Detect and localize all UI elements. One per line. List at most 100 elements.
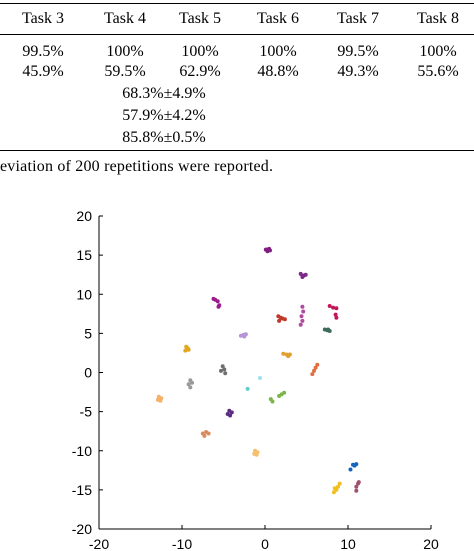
- scatter-point: [190, 380, 194, 385]
- scatter-point: [254, 452, 259, 457]
- y-tick-label: -15: [72, 482, 92, 498]
- table-caption: eviation of 200 repetitions were reporte…: [0, 158, 274, 175]
- scatter-point: [331, 305, 336, 310]
- scatter-point: [220, 364, 225, 369]
- header-task-7: Task 7: [337, 10, 379, 27]
- y-tick-label: -20: [72, 521, 92, 537]
- table-cell: 100%: [419, 43, 457, 60]
- scatter-point: [310, 372, 315, 377]
- y-tick-label: 0: [84, 365, 92, 381]
- y-tick-label: -10: [72, 443, 92, 459]
- table-cell: 99.5%: [337, 43, 379, 60]
- table-header-rule: [0, 34, 474, 35]
- scatter-point: [334, 306, 339, 311]
- y-tick-label: -5: [80, 404, 93, 420]
- scatter-point: [333, 312, 338, 317]
- scatter-point: [202, 433, 207, 438]
- table-cell: 59.5%: [104, 63, 146, 80]
- scatter-point: [298, 322, 303, 327]
- scatter-point: [229, 410, 234, 415]
- scatter-point: [354, 484, 359, 489]
- table-bottom-rule: [0, 150, 474, 151]
- table-cell: 45.9%: [22, 63, 64, 80]
- scatter-point: [215, 299, 220, 304]
- scatter-point: [216, 304, 221, 309]
- table-cell: 100%: [181, 43, 219, 60]
- scatter-point: [281, 351, 286, 356]
- scatter-point: [277, 318, 282, 323]
- scatter-point: [158, 398, 163, 403]
- scatter-point: [268, 248, 272, 253]
- header-task-4: Task 4: [104, 10, 146, 27]
- scatter-point: [348, 467, 353, 472]
- scatter-point: [183, 348, 188, 353]
- scatter-point: [188, 385, 193, 390]
- x-tick-label: -10: [172, 536, 192, 551]
- scatter-point: [219, 368, 223, 373]
- table-cell: 55.6%: [417, 63, 459, 80]
- plot-points: [155, 246, 361, 495]
- table-cell: 62.9%: [179, 63, 221, 80]
- scatter-point: [336, 484, 340, 489]
- scatter-point: [312, 368, 316, 373]
- plot-axes: -20 -15 -10 -5 0 5 10 15 20 -20 -10 0 10 20: [72, 208, 439, 551]
- table-cell: 100%: [259, 43, 297, 60]
- y-tick-label: 10: [76, 286, 92, 302]
- scatter-point: [222, 367, 227, 372]
- header-task-6: Task 6: [257, 10, 299, 27]
- table-top-rule: [0, 3, 474, 4]
- table-cell: 100%: [106, 43, 144, 60]
- table-cell: 68.3%±4.9%: [122, 85, 206, 102]
- table-cell: 99.5%: [22, 43, 64, 60]
- y-tick-label: 15: [76, 247, 92, 263]
- x-tick-label: 0: [261, 536, 269, 551]
- scatter-point: [326, 327, 331, 332]
- scatter-point: [298, 271, 303, 276]
- table-cell: 48.8%: [257, 63, 299, 80]
- scatter-point: [327, 304, 332, 308]
- scatter-point: [245, 386, 250, 391]
- table-cell: 57.9%±4.2%: [122, 107, 206, 124]
- scatter-point: [238, 333, 243, 338]
- x-tick-label: -20: [89, 536, 109, 551]
- scatter-point: [300, 304, 305, 309]
- scatter-point: [313, 365, 318, 370]
- scatter-point: [270, 399, 275, 404]
- y-tick-label: 5: [84, 325, 92, 341]
- scatter-point: [356, 480, 361, 485]
- scatter-point: [352, 463, 357, 468]
- scatter-point: [303, 272, 308, 277]
- scatter-point: [301, 309, 306, 314]
- header-task-8: Task 8: [417, 10, 459, 27]
- scatter-point: [282, 317, 287, 322]
- scatter-point: [354, 488, 359, 493]
- header-task-5: Task 5: [179, 10, 221, 27]
- y-tick-label: 20: [76, 208, 92, 224]
- x-tick-label: 20: [423, 536, 439, 551]
- scatter-point: [334, 315, 339, 320]
- scatter-point: [300, 275, 305, 279]
- scatter-point: [258, 376, 262, 380]
- scatter-point: [299, 314, 304, 319]
- table-cell: 49.3%: [337, 63, 379, 80]
- scatter-point: [242, 334, 247, 339]
- scatter-point: [211, 296, 216, 301]
- scatter-point: [186, 347, 191, 352]
- scatter-point: [337, 481, 342, 486]
- scatter-point: [263, 247, 268, 252]
- x-tick-label: 10: [340, 536, 356, 551]
- scatter-point: [331, 490, 336, 495]
- scatter-point: [277, 394, 282, 398]
- scatter-point: [282, 390, 287, 395]
- scatter-point: [206, 431, 211, 436]
- scatter-point: [228, 413, 233, 418]
- scatter-point: [186, 382, 191, 387]
- header-task-3: Task 3: [22, 10, 64, 27]
- scatter-point: [300, 318, 305, 323]
- scatter-point: [223, 371, 228, 376]
- table-cell: 85.8%±0.5%: [122, 129, 206, 146]
- scatter-point: [315, 362, 320, 367]
- scatter-point: [286, 354, 291, 359]
